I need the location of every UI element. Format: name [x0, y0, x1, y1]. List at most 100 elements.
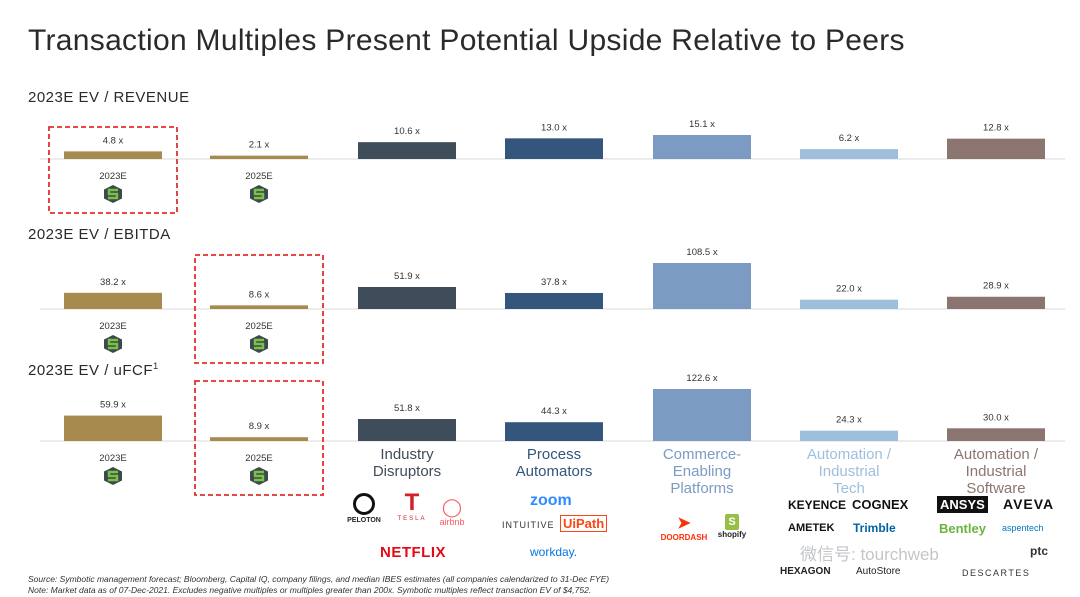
data-label-ebitda-7: 28.9 x	[983, 281, 1009, 292]
data-label-ufcf-3: 51.8 x	[394, 403, 420, 414]
group-label-1-line-2: Disruptors	[373, 463, 441, 480]
group-label-5-line-2: Industrial	[966, 463, 1027, 480]
section-title-revenue: 2023E EV / REVENUE	[28, 89, 190, 106]
hexagon-logo: HEXAGON	[780, 566, 831, 577]
bar-ufcf-2	[210, 437, 308, 441]
ptc-logo: ptc	[1030, 544, 1048, 558]
bentley-logo: Bentley	[939, 521, 986, 536]
group-label-2-line-2: Automators	[516, 463, 593, 480]
bar-revenue-1	[64, 151, 162, 159]
footnote-note: Note: Market data as of 07-Dec-2021. Exc…	[28, 585, 592, 595]
data-label-ufcf-6: 24.3 x	[836, 415, 862, 426]
peloton-logo: PELOTON	[343, 493, 385, 524]
year-label-ebitda-1: 2023E	[99, 321, 126, 332]
group-label-4-line-1: Automation /	[807, 446, 892, 463]
highlight-box-ebitda	[194, 254, 324, 364]
shopify-logo: S shopify	[717, 514, 747, 539]
group-label-3-line-3: Platforms	[670, 480, 733, 497]
bar-ufcf-3	[358, 419, 456, 441]
data-label-revenue-4: 13.0 x	[541, 122, 567, 133]
footnote-source: Source: Symbotic management forecast; Bl…	[28, 574, 610, 584]
group-label-3-line-1: Commerce-	[663, 446, 741, 463]
symbotic-logo-ebitda-2	[250, 335, 268, 353]
data-label-ebitda-4: 37.8 x	[541, 277, 567, 288]
year-label-ufcf-2: 2025E	[245, 453, 272, 464]
bar-revenue-2	[210, 155, 308, 159]
section-title-ufcf: 2023E EV / uFCF1	[28, 361, 159, 379]
data-label-ebitda-5: 108.5 x	[686, 247, 717, 258]
zoom-logo: zoom	[530, 492, 572, 509]
symbotic-logo-ufcf-1	[104, 467, 122, 485]
group-label-2-line-1: Process	[527, 446, 581, 463]
bar-ufcf-5	[653, 389, 751, 441]
group-label-1-line-1: Industry	[380, 446, 434, 463]
bar-revenue-7	[947, 138, 1045, 159]
tesla-logo: T TESLA	[397, 489, 427, 523]
data-label-ebitda-2: 8.6 x	[249, 289, 270, 300]
descartes-logo: DESCARTES	[962, 568, 1031, 578]
wechat-watermark: 微信号: tourchweb	[800, 545, 939, 564]
page-title: Transaction Multiples Present Potential …	[28, 24, 905, 57]
year-label-revenue-2: 2025E	[245, 171, 272, 182]
highlight-box-revenue	[48, 126, 178, 214]
keyence-logo: KEYENCE	[788, 498, 847, 512]
data-label-ebitda-1: 38.2 x	[100, 277, 126, 288]
symbotic-logo-revenue-1	[104, 185, 122, 203]
data-label-revenue-1: 4.8 x	[103, 135, 124, 146]
data-label-revenue-6: 6.2 x	[839, 133, 860, 144]
group-label-4-line-3: Tech	[833, 480, 865, 497]
data-label-revenue-5: 15.1 x	[689, 119, 715, 130]
symbotic-logo-revenue-2	[250, 185, 268, 203]
highlight-box-ufcf	[194, 380, 324, 496]
data-label-ufcf-1: 59.9 x	[100, 400, 126, 411]
netflix-logo: NETFLIX	[380, 544, 446, 561]
workday-logo: workday.	[530, 545, 578, 559]
symbotic-logo-ufcf-2	[250, 467, 268, 485]
symbotic-logo-ebitda-1	[104, 335, 122, 353]
airbnb-logo: ◯ airbnb	[439, 497, 465, 527]
bar-ufcf-1	[64, 415, 162, 441]
year-label-ebitda-2: 2025E	[245, 321, 272, 332]
data-label-ufcf-7: 30.0 x	[983, 412, 1009, 423]
group-label-5-line-1: Automation /	[954, 446, 1039, 463]
bar-revenue-4	[505, 138, 603, 159]
group-label-5-line-3: Software	[966, 480, 1025, 497]
data-label-ebitda-6: 22.0 x	[836, 284, 862, 295]
ansys-logo: ANSYS	[937, 496, 988, 513]
ametek-logo: AMETEK	[788, 522, 835, 534]
data-label-ufcf-5: 122.6 x	[686, 373, 717, 384]
bar-ebitda-7	[947, 296, 1045, 309]
data-label-ebitda-3: 51.9 x	[394, 271, 420, 282]
year-label-revenue-1: 2023E	[99, 171, 126, 182]
group-label-4-line-2: Industrial	[819, 463, 880, 480]
bar-ufcf-4	[505, 422, 603, 441]
bar-ebitda-2	[210, 305, 308, 309]
bar-ufcf-7	[947, 428, 1045, 441]
bar-ebitda-6	[800, 299, 898, 309]
bar-revenue-3	[358, 142, 456, 159]
trimble-logo: Trimble	[853, 521, 896, 535]
section-title-ebitda: 2023E EV / EBITDA	[28, 226, 171, 243]
bar-ebitda-3	[358, 286, 456, 309]
data-label-revenue-3: 10.6 x	[394, 126, 420, 137]
aveva-logo: AVEVA	[1003, 496, 1055, 512]
cognex-logo: COGNEX	[852, 497, 909, 512]
bar-ufcf-6	[800, 430, 898, 441]
year-label-ufcf-1: 2023E	[99, 453, 126, 464]
bar-ebitda-1	[64, 292, 162, 309]
bar-revenue-6	[800, 149, 898, 159]
autostore-logo: AutoStore	[856, 566, 901, 577]
data-label-ufcf-4: 44.3 x	[541, 406, 567, 417]
intuitive-logo: INTUITIVE	[502, 520, 555, 530]
group-label-3-line-2: Enabling	[673, 463, 731, 480]
doordash-logo: ➤ DOORDASH	[660, 515, 708, 542]
aspentech-logo: aspentech	[1002, 523, 1044, 533]
bar-revenue-5	[653, 135, 751, 159]
uipath-logo: UiPath	[560, 515, 608, 532]
bar-ebitda-5	[653, 263, 751, 309]
data-label-revenue-2: 2.1 x	[249, 140, 270, 151]
data-label-ufcf-2: 8.9 x	[249, 421, 270, 432]
data-label-revenue-7: 12.8 x	[983, 123, 1009, 134]
bar-ebitda-4	[505, 292, 603, 309]
